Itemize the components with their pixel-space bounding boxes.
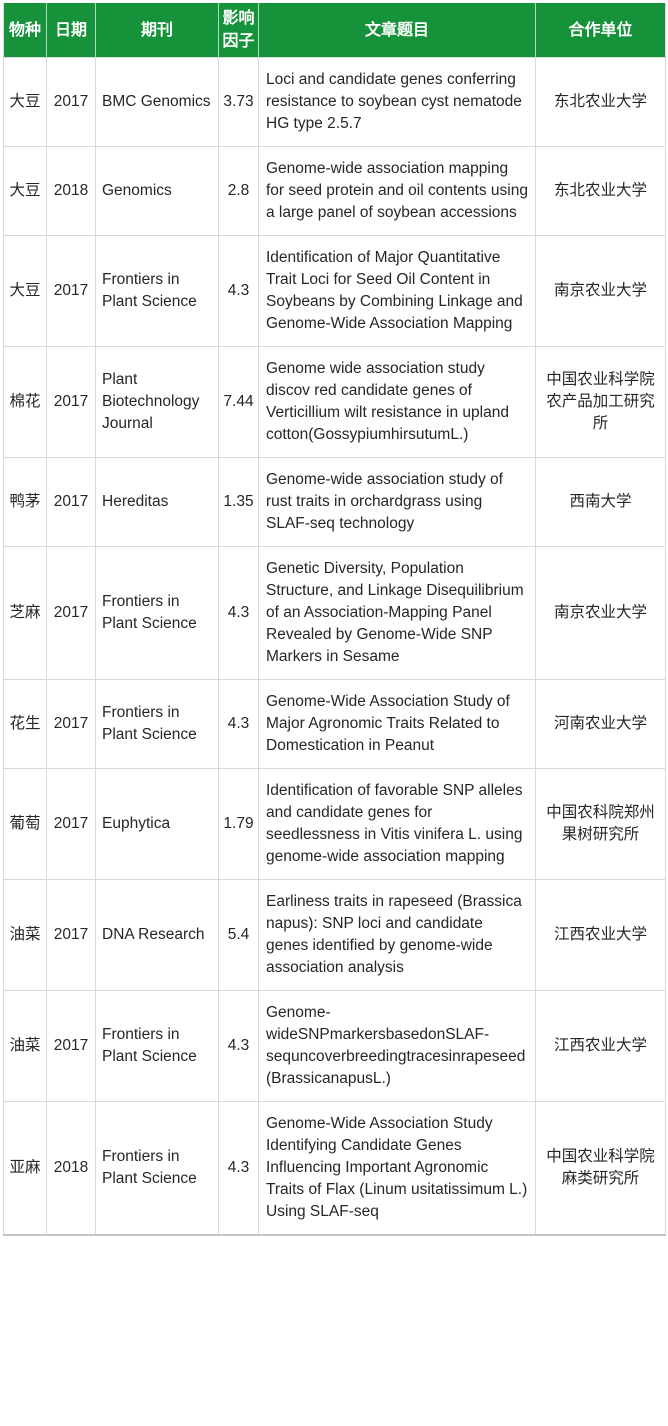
cell-impact_factor: 1.79 <box>218 768 259 880</box>
table-row: 油菜 2017 Frontiers in Plant Science 4.3 Genom… <box>3 990 666 1102</box>
cell-species: 花生 <box>3 679 47 769</box>
cell-impact_factor: 3.73 <box>218 57 259 147</box>
column-header-species: 物种 <box>3 3 47 58</box>
table-row: 大豆 2017 Frontiers in Plant Science 4.3 Ident… <box>3 235 666 347</box>
cell-title: Genome-wide association study of rust tr… <box>258 457 536 547</box>
cell-impact_factor: 4.3 <box>218 679 259 769</box>
cell-journal: Plant Biotechnology Journal <box>95 346 219 458</box>
table-row: 大豆 2018 Genomics 2.8 Genome-wide association… <box>3 146 666 236</box>
cell-impact_factor: 4.3 <box>218 546 259 680</box>
table-row: 芝麻 2017 Frontiers in Plant Science 4.3 Genet… <box>3 546 666 680</box>
cell-institution: 中国农业科学院农产品加工研究所 <box>535 346 666 458</box>
cell-impact_factor: 4.3 <box>218 990 259 1102</box>
cell-title: Genome-Wide Association Study Identifyin… <box>258 1101 536 1236</box>
column-header-journal: 期刊 <box>95 3 219 58</box>
cell-impact_factor: 4.3 <box>218 1101 259 1236</box>
cell-species: 大豆 <box>3 235 47 347</box>
cell-title: Earliness traits in rapeseed (Brassica n… <box>258 879 536 991</box>
table-row: 鸭茅 2017 Hereditas 1.35 Genome-wide associati… <box>3 457 666 547</box>
cell-title: Identification of Major Quantitative Tra… <box>258 235 536 347</box>
cell-impact_factor: 4.3 <box>218 235 259 347</box>
table-row: 花生 2017 Frontiers in Plant Science 4.3 Genom… <box>3 679 666 769</box>
cell-institution: 南京农业大学 <box>535 546 666 680</box>
cell-institution: 江西农业大学 <box>535 879 666 991</box>
cell-species: 芝麻 <box>3 546 47 680</box>
cell-title: Genetic Diversity, Population Structure,… <box>258 546 536 680</box>
column-header-year: 日期 <box>46 3 96 58</box>
cell-title: Genome-wideSNPmarkersbasedonSLAF-sequnco… <box>258 990 536 1102</box>
cell-institution: 江西农业大学 <box>535 990 666 1102</box>
cell-species: 棉花 <box>3 346 47 458</box>
cell-title: Genome-Wide Association Study of Major A… <box>258 679 536 769</box>
cell-institution: 西南大学 <box>535 457 666 547</box>
cell-journal: Frontiers in Plant Science <box>95 235 219 347</box>
cell-year: 2017 <box>46 879 96 991</box>
cell-year: 2017 <box>46 457 96 547</box>
publications-table: 物种 日期 期刊 影响因子 文章题目 合作单位 大豆 2017 BMC Genomics 3.7… <box>3 3 666 1236</box>
cell-institution: 东北农业大学 <box>535 146 666 236</box>
cell-species: 鸭茅 <box>3 457 47 547</box>
cell-title: Identification of favorable SNP alleles … <box>258 768 536 880</box>
cell-year: 2017 <box>46 679 96 769</box>
cell-species: 大豆 <box>3 57 47 147</box>
cell-journal: Frontiers in Plant Science <box>95 990 219 1102</box>
table-body: 大豆 2017 BMC Genomics 3.73 Loci and candidate… <box>3 57 666 1236</box>
cell-year: 2017 <box>46 235 96 347</box>
cell-impact_factor: 2.8 <box>218 146 259 236</box>
cell-journal: Euphytica <box>95 768 219 880</box>
cell-institution: 中国农业科学院麻类研究所 <box>535 1101 666 1236</box>
cell-impact_factor: 5.4 <box>218 879 259 991</box>
table-header: 物种 日期 期刊 影响因子 文章题目 合作单位 <box>3 3 666 58</box>
cell-year: 2017 <box>46 57 96 147</box>
cell-impact_factor: 1.35 <box>218 457 259 547</box>
cell-institution: 东北农业大学 <box>535 57 666 147</box>
cell-institution: 中国农科院郑州果树研究所 <box>535 768 666 880</box>
cell-species: 油菜 <box>3 990 47 1102</box>
cell-species: 葡萄 <box>3 768 47 880</box>
table-row: 亚麻 2018 Frontiers in Plant Science 4.3 Genom… <box>3 1101 666 1236</box>
cell-institution: 南京农业大学 <box>535 235 666 347</box>
cell-species: 油菜 <box>3 879 47 991</box>
table-row: 油菜 2017 DNA Research 5.4 Earliness traits in… <box>3 879 666 991</box>
cell-year: 2017 <box>46 546 96 680</box>
cell-journal: Hereditas <box>95 457 219 547</box>
cell-title: Genome-wide association mapping for seed… <box>258 146 536 236</box>
cell-journal: Genomics <box>95 146 219 236</box>
cell-journal: Frontiers in Plant Science <box>95 546 219 680</box>
header-row: 物种 日期 期刊 影响因子 文章题目 合作单位 <box>3 3 666 58</box>
cell-impact_factor: 7.44 <box>218 346 259 458</box>
cell-year: 2017 <box>46 346 96 458</box>
cell-year: 2018 <box>46 146 96 236</box>
cell-species: 亚麻 <box>3 1101 47 1236</box>
cell-journal: Frontiers in Plant Science <box>95 1101 219 1236</box>
cell-institution: 河南农业大学 <box>535 679 666 769</box>
table-row: 大豆 2017 BMC Genomics 3.73 Loci and candidate… <box>3 57 666 147</box>
table-row: 葡萄 2017 Euphytica 1.79 Identification of fav… <box>3 768 666 880</box>
table-row: 棉花 2017 Plant Biotechnology Journal 7.44 Gen… <box>3 346 666 458</box>
column-header-title: 文章题目 <box>258 3 536 58</box>
cell-journal: DNA Research <box>95 879 219 991</box>
column-header-impact_factor: 影响因子 <box>218 3 259 58</box>
cell-journal: Frontiers in Plant Science <box>95 679 219 769</box>
cell-journal: BMC Genomics <box>95 57 219 147</box>
cell-year: 2017 <box>46 768 96 880</box>
cell-year: 2017 <box>46 990 96 1102</box>
cell-title: Genome wide association study discov red… <box>258 346 536 458</box>
cell-title: Loci and candidate genes conferring resi… <box>258 57 536 147</box>
cell-year: 2018 <box>46 1101 96 1236</box>
cell-species: 大豆 <box>3 146 47 236</box>
column-header-institution: 合作单位 <box>535 3 666 58</box>
